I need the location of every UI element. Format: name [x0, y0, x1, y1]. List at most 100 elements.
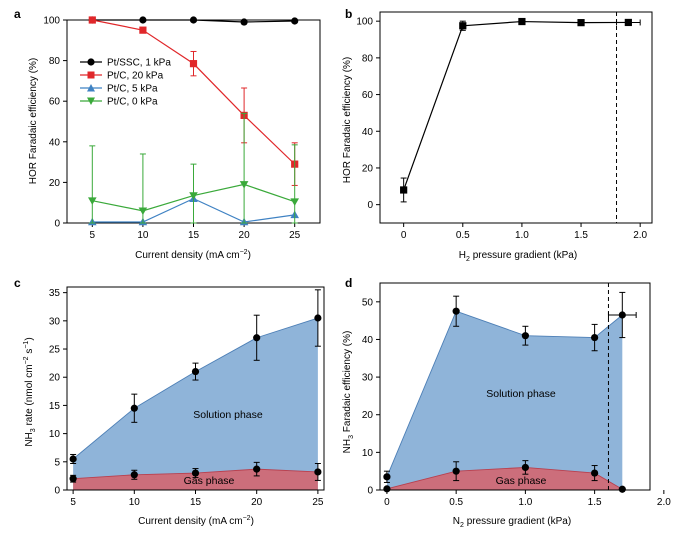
panel-c-ytick-label: 35	[49, 288, 61, 299]
panel-a-series-3-point	[138, 207, 148, 216]
legend-label-ptc-0: Pt/C, 0 kPa	[107, 97, 158, 108]
panel-b-ytick-label: 20	[362, 163, 374, 174]
panel-b-ytick-label: 0	[367, 200, 373, 211]
panel-c-ytick-label: 0	[54, 486, 60, 497]
panel-b-series-0-point	[577, 19, 585, 27]
panel-d-ytick-label: 0	[367, 486, 373, 497]
panel-d-solution-label: Solution phase	[486, 388, 556, 400]
panel-b-chart: 0 0.5 1.0 1.5 2.0 0 20 40 60 80 100	[356, 11, 653, 241]
panel-d-ytick-label: 40	[362, 335, 374, 346]
legend-marker-ptc-5	[87, 84, 95, 92]
panel-c-series-0-point	[191, 367, 200, 376]
panel-b-ylabel: HOR Faradaic efficiency (%)	[342, 57, 353, 184]
panel-a-ytick-label: 0	[54, 219, 60, 230]
panel-b-xlabel: H2 pressure gradient (kPa)	[459, 250, 577, 263]
panel-a-xtick-label: 5	[90, 230, 96, 241]
panel-c-xtick-label: 25	[312, 497, 324, 508]
panel-b-xtick-label: 1.0	[515, 230, 529, 241]
panel-d-series-1-point	[452, 467, 460, 475]
panel-c-xtick-label: 5	[70, 497, 76, 508]
panel-d-series-0-point	[383, 473, 391, 481]
panel-d-ytick-label: 50	[362, 297, 374, 308]
panel-a-series-0-point	[139, 16, 147, 24]
panel-a-series-1-point	[139, 26, 147, 34]
panel-c-label: c	[14, 276, 21, 290]
panel-c-series-1-point	[253, 465, 261, 473]
panel-d-series-1-point	[618, 485, 626, 493]
panel-d-chart: 0 0.5 1.0 1.5 2.0 0 10 20 30 40 50	[362, 282, 671, 508]
panel-b-xtick-label: 0.5	[456, 230, 470, 241]
panel-b-series-0-point	[400, 186, 408, 194]
panel-b-label: b	[345, 7, 352, 21]
panel-c-series-0-point	[130, 404, 138, 412]
panel-d-axes-frame	[379, 282, 651, 491]
panel-a-series-0-point	[189, 16, 198, 24]
legend-marker-ptc-20	[87, 71, 95, 79]
panel-d-xtick-label: 0.5	[449, 497, 463, 508]
panel-a-xtick-label: 20	[239, 230, 251, 241]
panel-b-series-0-line	[403, 20, 629, 191]
panel-a-label: a	[14, 7, 21, 21]
panel-d-series-1-point	[591, 469, 599, 477]
legend-label-pt-ssc: Pt/SSC, 1 kPa	[107, 58, 171, 69]
panel-c-area-solution	[73, 318, 318, 490]
panel-c-ylabel: NH3 rate (nmol cm−2 s−1)	[23, 337, 37, 446]
panel-a-ytick-label: 60	[49, 97, 61, 108]
panel-c-series-1-point	[69, 475, 77, 483]
panel-d-ytick-label: 10	[362, 448, 374, 459]
panel-b-axes-frame	[379, 11, 653, 224]
panel-b-xtick-label: 1.5	[574, 230, 588, 241]
panel-c-ytick-label: 5	[54, 457, 60, 468]
legend-marker-pt-ssc	[87, 58, 95, 66]
panel-c-xtick-label: 15	[190, 497, 202, 508]
panel-c-xtick-label: 20	[251, 497, 263, 508]
panel-c-ytick-label: 15	[49, 401, 61, 412]
panel-a-series-3-point	[290, 198, 299, 206]
legend-label-ptc-20: Pt/C, 20 kPa	[107, 71, 164, 82]
panel-c-ytick-label: 20	[49, 373, 61, 384]
panel-a-ylabel: HOR Faradaic efficiency (%)	[28, 58, 39, 185]
panel-c-ytick-label: 10	[49, 429, 61, 440]
panel-d-area-gas	[386, 467, 623, 490]
panel-b-ytick-label: 60	[362, 90, 374, 101]
panel-a-series-3-point	[189, 192, 198, 200]
panel-b-xtick-label: 2.0	[633, 230, 647, 241]
panel-a-ytick-label: 80	[49, 56, 61, 67]
panel-a-xtick-label: 15	[188, 230, 200, 241]
panel-a-ytick-label: 100	[43, 16, 60, 27]
panel-d-xtick-label: 1.0	[518, 497, 532, 508]
panel-c-ytick-label: 30	[49, 316, 61, 327]
panel-c-series-0-point	[69, 455, 77, 463]
panel-d-xtick-label: 1.5	[588, 497, 602, 508]
panel-b-series-0-point	[518, 17, 526, 26]
panel-d-series-1-point	[521, 463, 529, 472]
panel-a-series-3-point	[239, 181, 249, 189]
panel-d-label: d	[345, 276, 352, 290]
panel-d-ytick-label: 20	[362, 410, 374, 421]
panel-c-xtick-label: 10	[129, 497, 141, 508]
panel-c-series-1-point	[314, 468, 322, 476]
panel-b-xtick-label: 0	[401, 230, 407, 241]
panel-c-series-0-point	[253, 334, 261, 342]
legend-label-ptc-5: Pt/C, 5 kPa	[107, 84, 158, 95]
panel-d-gas-label: Gas phase	[496, 475, 547, 487]
panel-d-series-0-point	[618, 311, 626, 319]
legend-marker-ptc-0	[87, 97, 95, 105]
panel-d-xtick-label: 2.0	[657, 497, 671, 508]
panel-c-xlabel: Current density (mA cm−2)	[138, 515, 254, 527]
panel-c-series-1-point	[191, 469, 200, 477]
panel-c-series-0-point	[314, 314, 322, 322]
panel-a-ytick-label: 40	[49, 137, 61, 148]
panel-d-series-1-point	[383, 485, 391, 493]
panel-a-series-0-point	[240, 18, 248, 26]
panel-a-series-0-point	[291, 17, 299, 25]
panel-a-chart: 5 10 15 20 25 0 20 40 60 80 100	[43, 16, 321, 241]
panel-b-ytick-label: 100	[356, 17, 373, 28]
panel-a-xlabel: Current density (mA cm−2)	[135, 249, 251, 261]
panel-d-series-0-point	[521, 332, 529, 340]
panel-b-ytick-label: 80	[362, 53, 374, 64]
panel-b-ytick-label: 40	[362, 127, 374, 138]
panel-d-xtick-label: 0	[384, 497, 390, 508]
panel-a-ytick-label: 20	[49, 178, 61, 189]
